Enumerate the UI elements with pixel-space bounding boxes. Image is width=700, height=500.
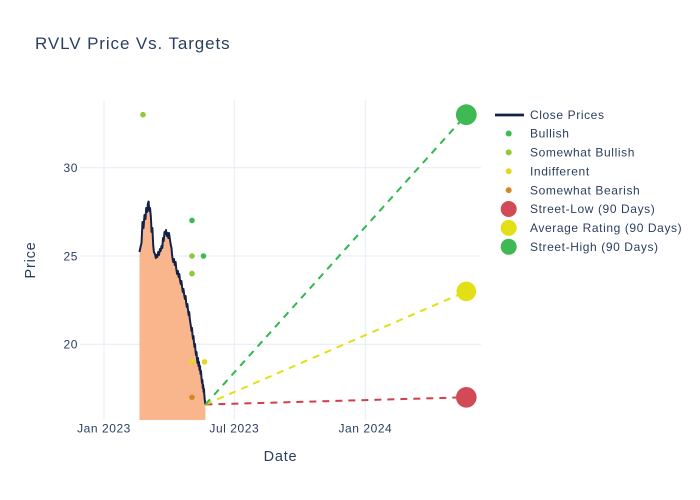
svg-text:30: 30 [64,161,78,175]
svg-text:Price: Price [23,241,39,278]
svg-text:RVLV Price Vs. Targets: RVLV Price Vs. Targets [35,34,231,53]
svg-text:Street-Low (90 Days): Street-Low (90 Days) [530,202,655,216]
svg-text:Jan 2023: Jan 2023 [77,422,131,436]
svg-text:Somewhat Bullish: Somewhat Bullish [530,146,635,160]
svg-text:Date: Date [264,449,298,465]
svg-text:Indifferent: Indifferent [530,164,590,178]
svg-text:Jan 2024: Jan 2024 [339,422,393,436]
svg-text:Close Prices: Close Prices [530,108,605,122]
svg-text:25: 25 [64,249,78,263]
svg-text:20: 20 [64,338,78,352]
svg-text:Average Rating (90 Days): Average Rating (90 Days) [530,221,682,235]
svg-text:Bullish: Bullish [530,127,570,141]
svg-text:Jul 2023: Jul 2023 [209,422,259,436]
svg-text:Street-High (90 Days): Street-High (90 Days) [530,240,659,254]
svg-text:Somewhat Bearish: Somewhat Bearish [530,183,640,197]
